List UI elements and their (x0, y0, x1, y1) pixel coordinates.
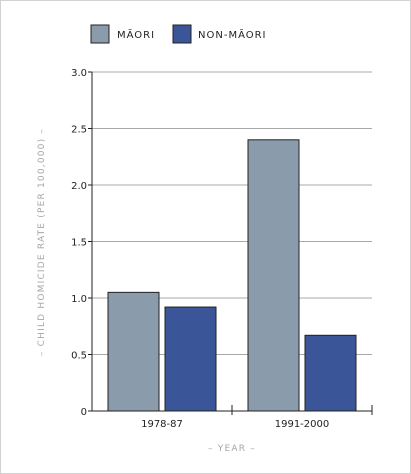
y-tick-label: 2.5 (71, 125, 87, 136)
legend-label-maori: MĀORI (117, 28, 155, 41)
bars (107, 139, 357, 412)
legend-swatch-non-maori (172, 24, 192, 44)
y-tick-label: 3.0 (71, 68, 87, 79)
x-tick-label: 1978-87 (141, 419, 183, 430)
y-tick-label: 1.5 (71, 238, 87, 249)
y-tick-label: 2.0 (71, 181, 87, 192)
legend-label-non-maori: NON-MĀORI (198, 28, 267, 41)
x-tick-labels: 1978-87 1991-2000 (141, 419, 329, 430)
y-tick-label: 1.0 (71, 294, 87, 305)
legend: MĀORI NON-MĀORI (90, 24, 267, 44)
bar-m-ori-1978-87 (107, 291, 160, 412)
y-axis-title: – CHILD HOMICIDE RATE (PER 100,000) – (37, 128, 47, 356)
axes (91, 72, 373, 415)
bar-non-m-ori-1991-2000 (304, 334, 357, 412)
y-tick-label: 0 (81, 407, 87, 418)
bar-m-ori-1991-2000 (247, 139, 300, 412)
bar-non-m-ori-1978-87 (164, 306, 217, 412)
x-axis-title: – YEAR – (208, 444, 256, 454)
legend-swatch-maori (90, 24, 110, 44)
y-tick-labels: 0 0.5 1.0 1.5 2.0 2.5 3.0 (71, 68, 87, 418)
y-tick-label: 0.5 (71, 351, 87, 362)
x-tick-label: 1991-2000 (275, 419, 330, 430)
